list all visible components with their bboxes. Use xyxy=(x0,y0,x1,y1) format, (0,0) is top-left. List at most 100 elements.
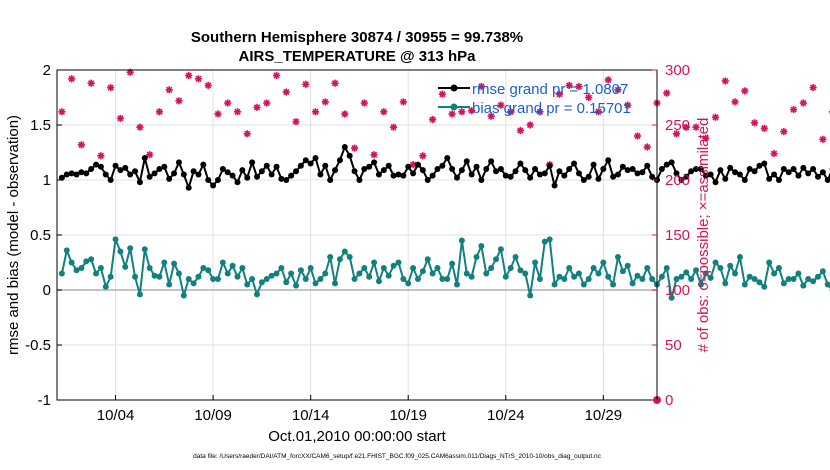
bias-point xyxy=(546,236,553,243)
bias-point xyxy=(58,270,65,277)
bias-point xyxy=(283,279,290,286)
bias-point xyxy=(195,273,202,280)
count-marker-stroke xyxy=(790,106,797,113)
count-marker-stroke xyxy=(809,84,817,91)
rmse-point xyxy=(478,177,485,183)
rmse-point xyxy=(122,164,129,171)
rmse-point xyxy=(571,160,578,167)
count-marker xyxy=(214,110,222,118)
bias-point xyxy=(288,270,295,277)
bias-point xyxy=(795,270,802,277)
bias-point xyxy=(614,254,621,260)
rmse-point xyxy=(273,163,280,170)
count-marker-stroke xyxy=(263,99,270,107)
chart-title: Southern Hemisphere 30874 / 30955 = 99.7… xyxy=(191,29,523,46)
left-tick-label: 0.5 xyxy=(30,227,51,244)
count-marker-stroke xyxy=(195,75,202,82)
rmse-point xyxy=(780,166,787,172)
rmse-point xyxy=(214,177,221,183)
count-marker xyxy=(331,79,339,87)
rmse-point xyxy=(63,171,70,178)
count-marker xyxy=(233,108,242,116)
rmse-point xyxy=(790,166,797,172)
count-marker-stroke xyxy=(683,124,690,131)
left-tick-label: -1 xyxy=(38,392,51,409)
count-marker xyxy=(97,152,105,160)
count-marker-stroke xyxy=(819,136,827,143)
rmse-point xyxy=(771,171,778,178)
bias-series xyxy=(58,236,830,301)
bias-point xyxy=(210,276,217,282)
count-marker xyxy=(185,71,193,80)
count-marker xyxy=(68,75,76,83)
bias-point xyxy=(673,276,680,282)
rmse-point xyxy=(473,163,480,170)
bias-point xyxy=(658,273,665,280)
count-marker xyxy=(721,77,729,85)
count-marker-stroke xyxy=(156,108,163,115)
bias-point xyxy=(83,258,90,265)
rmse-point xyxy=(624,167,631,174)
count-marker-stroke xyxy=(58,108,66,115)
rmse-point xyxy=(702,172,709,179)
bias-point xyxy=(156,273,163,280)
rmse-point xyxy=(229,172,236,179)
rmse-point xyxy=(234,179,241,186)
rmse-point xyxy=(463,158,470,165)
bias-point xyxy=(366,273,373,280)
rmse-point xyxy=(117,167,124,174)
rmse-point xyxy=(146,173,153,180)
rmse-point xyxy=(302,157,309,164)
count-marker xyxy=(419,152,427,160)
rmse-point xyxy=(722,175,729,182)
count-marker xyxy=(282,88,290,96)
count-marker xyxy=(321,98,329,106)
rmse-point xyxy=(610,173,617,180)
rmse-point xyxy=(512,168,519,175)
bias-point xyxy=(249,276,256,282)
count-marker-stroke xyxy=(224,99,231,107)
right-tick-label: 50 xyxy=(665,337,682,354)
count-marker-stroke xyxy=(283,88,290,96)
count-marker xyxy=(672,130,681,138)
count-marker-stroke xyxy=(497,102,505,109)
bias-point xyxy=(297,267,304,274)
rmse-point xyxy=(468,171,475,178)
count-marker xyxy=(497,101,505,109)
count-marker xyxy=(165,86,173,94)
count-marker-stroke xyxy=(634,132,641,140)
bias-point xyxy=(571,273,578,280)
bias-point xyxy=(400,276,407,282)
bias-point xyxy=(497,246,504,253)
count-marker xyxy=(585,93,593,102)
count-marker-stroke xyxy=(312,108,319,115)
rmse-point xyxy=(663,161,670,168)
bias-point xyxy=(454,281,460,288)
count-marker xyxy=(682,123,690,131)
count-marker xyxy=(194,75,203,83)
count-marker xyxy=(292,118,300,126)
bias-point xyxy=(624,262,631,269)
count-marker xyxy=(370,151,378,159)
right-tick-label: 200 xyxy=(665,172,690,189)
count-marker-stroke xyxy=(205,82,212,89)
bias-point xyxy=(439,276,446,282)
count-marker-stroke xyxy=(536,108,544,115)
count-marker-stroke xyxy=(458,108,466,115)
count-marker xyxy=(770,150,778,158)
count-marker-stroke xyxy=(702,135,709,142)
rmse-point xyxy=(156,166,163,172)
count-marker xyxy=(224,99,232,107)
bias-point xyxy=(273,270,280,277)
rmse-point xyxy=(454,174,460,181)
count-marker-stroke xyxy=(614,86,622,93)
rmse-point xyxy=(688,168,695,175)
bias-point xyxy=(610,281,617,288)
bias-point xyxy=(327,254,334,260)
count-marker xyxy=(360,99,368,107)
bias-point xyxy=(732,270,739,277)
count-marker-stroke xyxy=(595,108,602,115)
count-marker xyxy=(643,143,651,151)
count-marker-stroke xyxy=(673,130,680,137)
count-marker xyxy=(487,112,495,120)
